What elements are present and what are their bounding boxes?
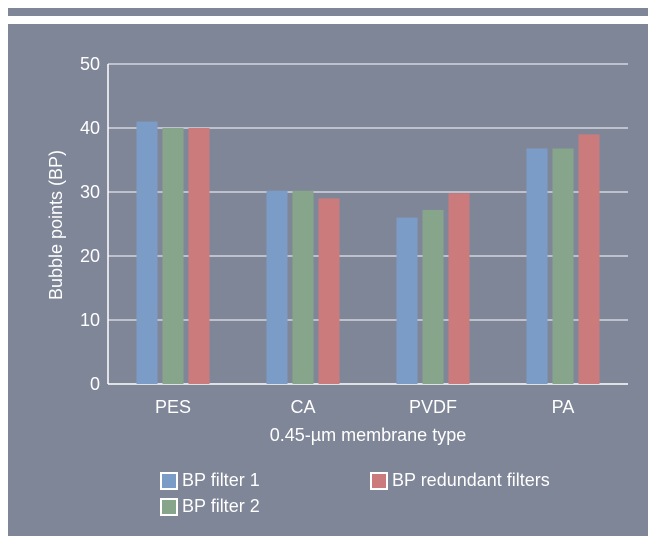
legend-item-filter-1: BP filter 1 (160, 470, 260, 491)
bars (136, 121, 600, 384)
x-tick-label: PVDF (409, 397, 457, 417)
bar-pa-1 (526, 148, 548, 384)
legend-label-filter-2: BP filter 2 (182, 496, 260, 516)
bar-pvdf-2 (422, 209, 444, 384)
y-tick-label: 30 (80, 182, 100, 202)
y-tick-label: 20 (80, 246, 100, 266)
bar-pvdf-3 (448, 193, 470, 384)
y-tick-labels: 0 10 20 30 40 50 (80, 54, 100, 394)
bar-pvdf-1 (396, 217, 418, 384)
y-tick-label: 40 (80, 118, 100, 138)
legend-swatch-redundant (370, 471, 388, 490)
x-tick-label: PES (155, 397, 191, 417)
legend-item-filter-2: BP filter 2 (160, 496, 260, 517)
bar-pes-3 (188, 128, 210, 384)
legend-label-redundant: BP redundant filters (392, 470, 550, 490)
bar-ca-2 (292, 190, 314, 384)
top-stripe (8, 8, 648, 16)
legend-swatch-filter-2 (160, 497, 178, 516)
y-tick-label: 50 (80, 54, 100, 74)
x-axis-title: 0.45-µm membrane type (270, 425, 466, 445)
legend-label-filter-1: BP filter 1 (182, 470, 260, 490)
bar-pes-2 (162, 128, 184, 384)
bar-ca-3 (318, 198, 340, 384)
bar-pes-1 (136, 121, 158, 384)
y-tick-label: 0 (90, 374, 100, 394)
legend-item-redundant: BP redundant filters (370, 470, 550, 491)
legend: BP filter 1 BP filter 2 BP redundant fil… (160, 470, 620, 520)
y-axis-title: Bubble points (BP) (46, 150, 66, 300)
bar-ca-1 (266, 190, 288, 384)
x-tick-label: PA (552, 397, 575, 417)
x-tick-labels: PES CA PVDF PA (155, 397, 574, 417)
bar-pa-3 (578, 134, 600, 384)
legend-swatch-filter-1 (160, 471, 178, 490)
x-tick-label: CA (290, 397, 315, 417)
bar-pa-2 (552, 148, 574, 384)
y-tick-label: 10 (80, 310, 100, 330)
gridlines (107, 63, 628, 385)
